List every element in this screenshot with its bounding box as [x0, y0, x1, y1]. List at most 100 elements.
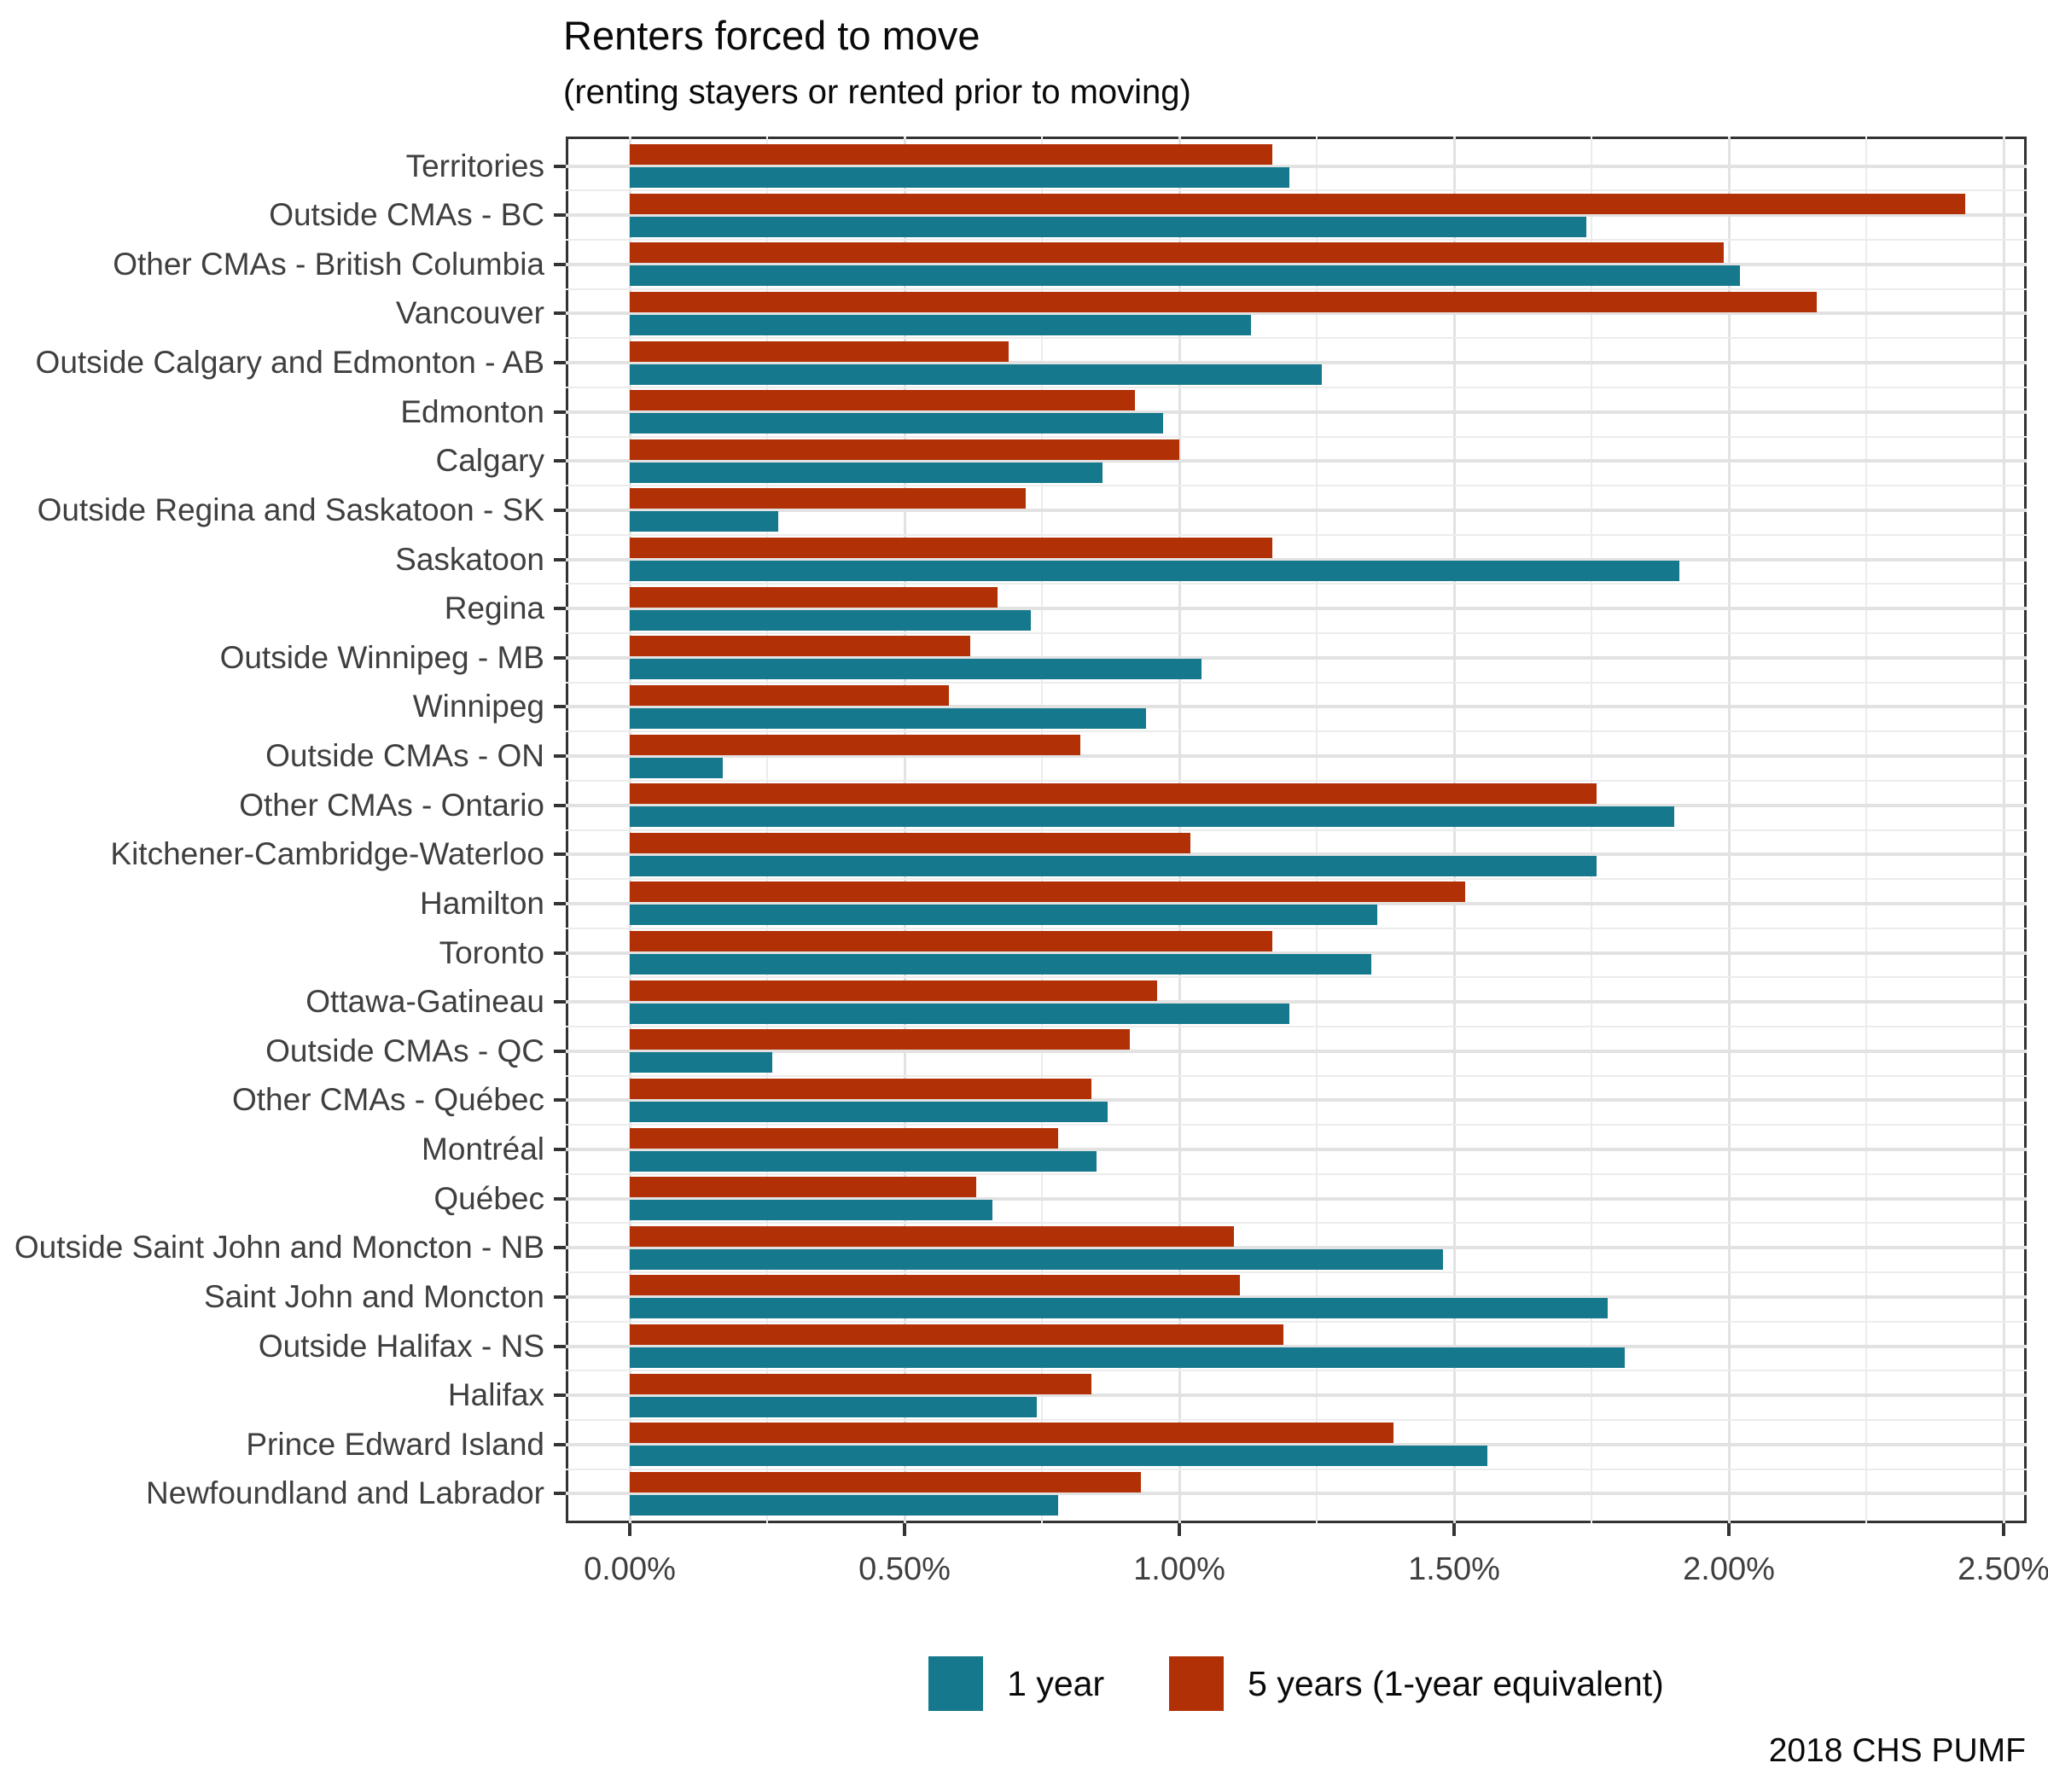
chart-subtitle: (renting stayers or rented prior to movi…	[563, 73, 1191, 111]
bar-1-year	[630, 855, 1597, 876]
y-axis-tick	[554, 1295, 566, 1299]
gridline-horizontal-minor	[566, 1468, 2027, 1470]
x-axis-tick	[1452, 1523, 1456, 1536]
gridline-horizontal-major	[566, 705, 2027, 709]
gridline-horizontal-major	[566, 164, 2027, 168]
y-axis-tick	[554, 1393, 566, 1398]
bar-5-years	[630, 439, 1179, 460]
gridline-horizontal-minor	[566, 632, 2027, 634]
bar-5-years	[630, 193, 1965, 214]
y-axis-label: Kitchener-Cambridge-Waterloo	[110, 836, 544, 872]
gridline-horizontal-minor	[566, 1320, 2027, 1323]
gridline-horizontal-minor	[566, 533, 2027, 536]
x-axis-tick	[903, 1523, 906, 1536]
gridline-horizontal-minor	[566, 927, 2027, 929]
gridline-horizontal-minor	[566, 681, 2027, 684]
gridline-horizontal-minor	[566, 1172, 2027, 1175]
bar-5-years	[630, 1225, 1235, 1247]
gridline-horizontal-minor	[566, 976, 2027, 979]
bar-1-year	[630, 462, 1103, 483]
gridline-horizontal-major	[566, 410, 2027, 414]
bar-5-years	[630, 538, 1273, 559]
y-axis-label: Saskatoon	[395, 541, 544, 577]
x-axis-label: 2.00%	[1683, 1551, 1775, 1587]
gridline-horizontal-major	[566, 803, 2027, 807]
bar-5-years	[630, 242, 1724, 264]
bar-1-year	[630, 167, 1289, 189]
y-axis-tick	[554, 607, 566, 611]
gridline-horizontal-minor	[566, 435, 2027, 438]
gridline-horizontal-minor	[566, 1124, 2027, 1126]
x-axis-label: 1.50%	[1408, 1551, 1500, 1587]
gridline-horizontal-major	[566, 557, 2027, 561]
y-axis-tick	[554, 410, 566, 414]
gridline-horizontal-major	[566, 213, 2027, 218]
y-axis-labels: Territories Outside CMAs - BC Other CMAs -…	[0, 137, 544, 1523]
bar-1-year	[630, 1200, 993, 1221]
bar-1-year	[630, 1003, 1289, 1024]
y-axis-tick	[554, 1148, 566, 1152]
gridline-horizontal-major	[566, 1295, 2027, 1299]
gridline-horizontal-major	[566, 459, 2027, 463]
gridline-horizontal-major	[566, 901, 2027, 905]
bar-1-year	[630, 1347, 1625, 1369]
gridline-horizontal-major	[566, 1196, 2027, 1201]
x-axis-tick	[1178, 1523, 1181, 1536]
bar-1-year	[630, 561, 1680, 582]
legend-swatch-1-year-icon	[928, 1656, 984, 1711]
y-axis-label: Prince Edward Island	[246, 1426, 544, 1462]
y-axis-label: Other CMAs - Ontario	[239, 787, 544, 823]
bar-1-year	[630, 1101, 1108, 1122]
y-axis-tick	[554, 459, 566, 463]
y-axis-tick	[554, 1492, 566, 1496]
bar-5-years	[630, 291, 1818, 312]
bar-5-years	[630, 1471, 1141, 1492]
y-axis-tick	[554, 311, 566, 316]
gridline-horizontal-major	[566, 1393, 2027, 1398]
legend-label-1-year: 1 year	[1007, 1663, 1105, 1703]
y-axis-tick	[554, 951, 566, 955]
bar-1-year	[630, 216, 1586, 237]
legend-entry-1-year: 1 year	[928, 1656, 1104, 1711]
gridline-horizontal-major	[566, 361, 2027, 365]
bar-1-year	[630, 364, 1323, 385]
gridline-horizontal-minor	[566, 583, 2027, 585]
y-axis-tick	[554, 655, 566, 660]
bar-5-years	[630, 1275, 1240, 1296]
gridline-horizontal-major	[566, 1492, 2027, 1496]
y-axis-label: Outside CMAs - BC	[269, 197, 544, 233]
bar-5-years	[630, 832, 1190, 853]
gridline-horizontal-major	[566, 852, 2027, 857]
bar-5-years	[630, 586, 998, 608]
y-axis-tick	[554, 1000, 566, 1004]
bar-1-year	[630, 1494, 1059, 1516]
gridline-horizontal-minor	[566, 1271, 2027, 1274]
bar-1-year	[630, 1298, 1609, 1319]
y-axis-label: Outside CMAs - ON	[265, 738, 544, 774]
gridline-horizontal-minor	[566, 829, 2027, 831]
x-axis-label: 1.00%	[1133, 1551, 1225, 1587]
bar-5-years	[630, 1029, 1131, 1050]
y-axis-tick	[554, 754, 566, 759]
y-axis-label: Calgary	[435, 443, 545, 479]
bar-5-years	[630, 881, 1465, 903]
legend-entry-5-years: 5 years (1-year equivalent)	[1169, 1656, 1664, 1711]
gridline-horizontal-minor	[566, 386, 2027, 388]
bar-5-years	[630, 340, 1009, 362]
gridline-horizontal-minor	[566, 189, 2027, 192]
gridline-horizontal-minor	[566, 878, 2027, 881]
bar-5-years	[630, 1078, 1091, 1099]
bar-1-year	[630, 1248, 1444, 1270]
bar-5-years	[630, 684, 949, 706]
bar-1-year	[630, 1052, 773, 1073]
x-axis-label: 0.00%	[584, 1551, 676, 1587]
gridline-horizontal-major	[566, 1148, 2027, 1152]
bar-5-years	[630, 1423, 1394, 1444]
x-axis-label: 2.50%	[1958, 1551, 2048, 1587]
gridline-horizontal-major	[566, 607, 2027, 611]
bar-5-years	[630, 1177, 976, 1198]
y-axis-label: Newfoundland and Labrador	[146, 1475, 544, 1511]
legend: 1 year 5 years (1-year equivalent)	[566, 1656, 2027, 1711]
y-axis-tick	[554, 1049, 566, 1053]
gridline-horizontal-major	[566, 1246, 2027, 1250]
